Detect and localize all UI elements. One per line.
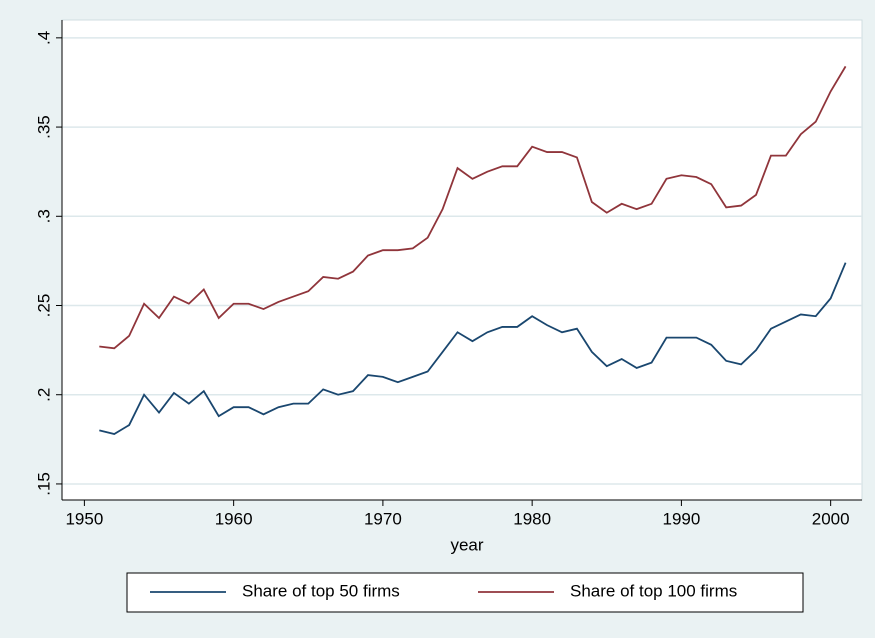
y-tick-label: .35 bbox=[34, 115, 53, 139]
x-axis-label: year bbox=[450, 535, 483, 554]
x-tick-label: 1960 bbox=[215, 509, 253, 528]
x-tick-label: 1980 bbox=[513, 509, 551, 528]
x-tick-label: 1970 bbox=[364, 509, 402, 528]
x-tick-label: 1950 bbox=[65, 509, 103, 528]
y-tick-label: .3 bbox=[34, 209, 53, 223]
legend-label: Share of top 100 firms bbox=[570, 581, 737, 600]
line-series bbox=[99, 65, 847, 350]
x-tick-label: 1990 bbox=[662, 509, 700, 528]
line-series bbox=[99, 262, 847, 435]
x-tick-label: 2000 bbox=[812, 509, 850, 528]
plot-area bbox=[61, 19, 863, 501]
y-tick-label: .4 bbox=[34, 31, 53, 45]
y-tick-label: .25 bbox=[34, 294, 53, 318]
y-tick-label: .15 bbox=[34, 472, 53, 496]
legend-label: Share of top 50 firms bbox=[242, 581, 400, 600]
y-tick-label: .2 bbox=[34, 388, 53, 402]
legend bbox=[126, 572, 804, 613]
